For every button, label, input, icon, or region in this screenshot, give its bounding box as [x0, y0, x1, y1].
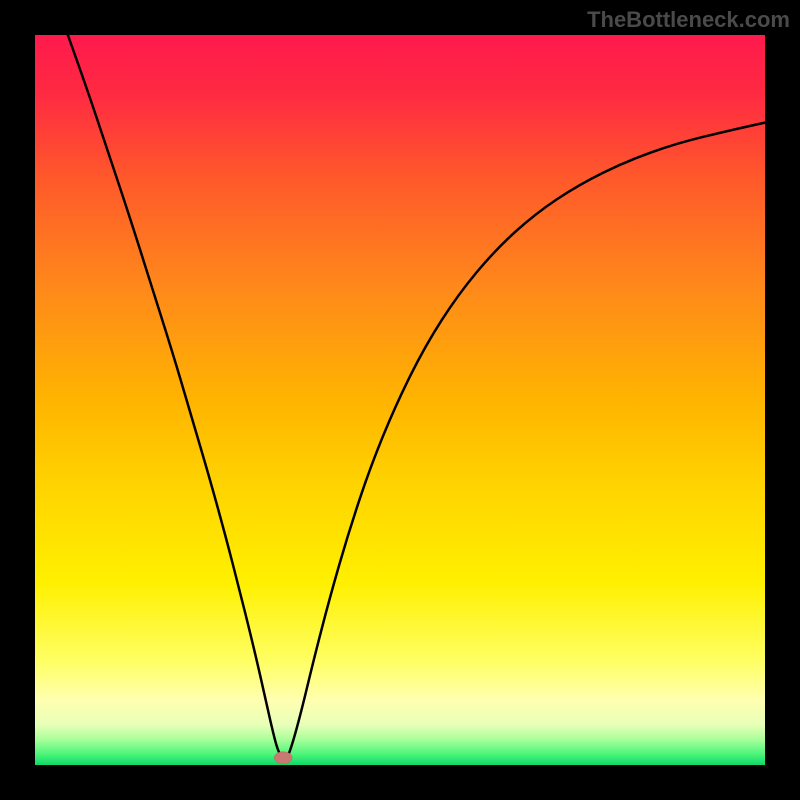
chart-frame: TheBottleneck.com: [0, 0, 800, 800]
plot-area: [35, 35, 765, 765]
watermark-text: TheBottleneck.com: [587, 7, 790, 33]
